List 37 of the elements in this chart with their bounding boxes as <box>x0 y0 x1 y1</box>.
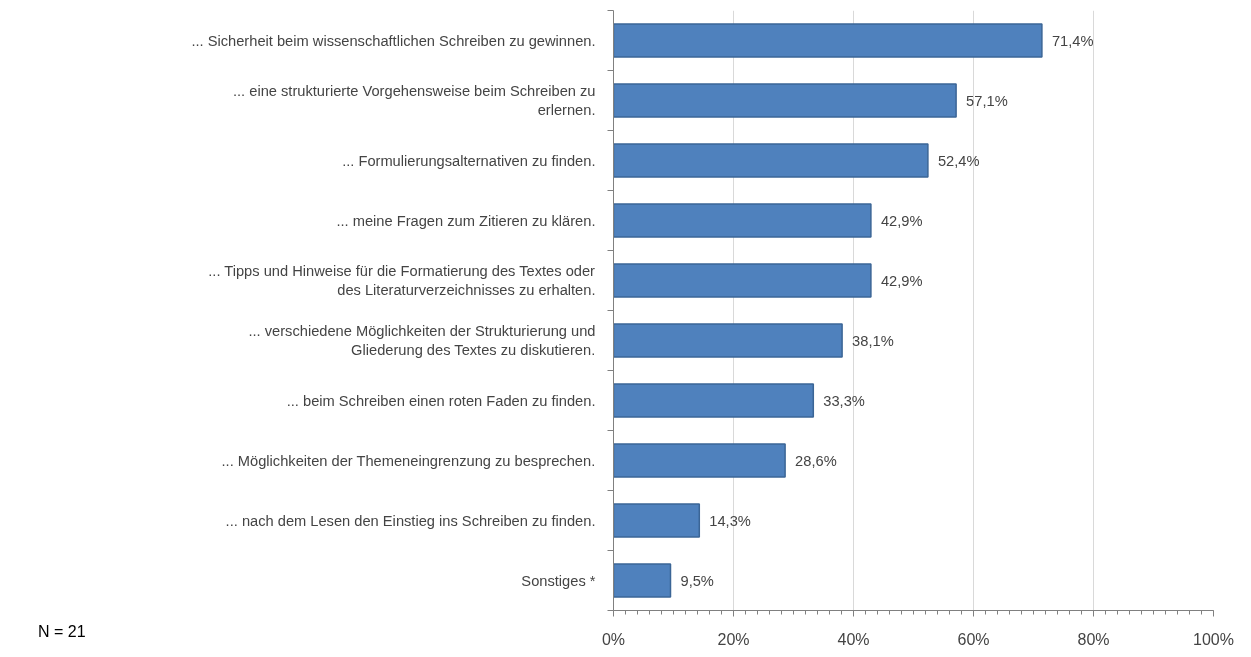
data-label: 9,5% <box>680 572 714 589</box>
x-tick-label: 40% <box>837 630 870 648</box>
y-tick-label: ... eine strukturierte Vorgehensweise beim Schreiben zu erlernen. <box>232 82 596 119</box>
x-tick-label: 20% <box>717 630 750 648</box>
x-tick-label: 80% <box>1077 630 1110 648</box>
y-tick-label: ... verschiedene Möglichkeiten der Strukturierung und Gliederung des Textes zu diskutieren. <box>248 322 596 359</box>
y-tick-label: ... beim Schreiben einen roten Faden zu finden. <box>286 392 596 409</box>
x-tick-label: 100% <box>1193 630 1234 648</box>
data-label: 33,3% <box>823 392 865 409</box>
bar <box>613 563 672 598</box>
data-label: 38,1% <box>852 332 894 349</box>
data-label: 14,3% <box>709 512 751 529</box>
data-label: 71,4% <box>1051 32 1094 49</box>
y-tick-label: ... meine Fragen zum Zitieren zu klären. <box>336 212 596 229</box>
bar <box>613 263 872 298</box>
y-tick-label: ... Formulierungsalternativen zu finden. <box>342 152 596 169</box>
text: N = 21 <box>38 622 86 642</box>
data-label: 28,6% <box>795 452 837 469</box>
data-label: 42,9% <box>880 212 923 229</box>
bar <box>613 503 701 538</box>
y-tick-label: ... Tipps und Hinweise für die Formatierung des Textes oder des Literaturverzeichnisses zu erhalten. <box>208 262 596 299</box>
data-label: 42,9% <box>880 272 923 289</box>
data-label: 57,1% <box>966 92 1008 109</box>
x-tick-label: 0% <box>601 630 626 648</box>
bar <box>613 203 872 238</box>
bar <box>613 143 929 178</box>
bar <box>613 83 957 118</box>
y-tick-label: ... nach dem Lesen den Einstieg ins Schreiben zu finden. <box>225 512 596 529</box>
bar <box>613 383 815 418</box>
y-tick-label: ... Möglichkeiten der Themeneingrenzung zu besprechen. <box>221 452 596 469</box>
data-label: 52,4% <box>937 152 980 169</box>
bar <box>613 23 1043 58</box>
bar <box>613 443 786 478</box>
y-tick-label: ... Sicherheit beim wissenschaftlichen Schreiben zu gewinnen. <box>191 32 596 49</box>
bar <box>613 323 843 358</box>
x-tick-label: 60% <box>957 630 990 648</box>
y-tick-label: Sonstiges * <box>521 572 596 589</box>
